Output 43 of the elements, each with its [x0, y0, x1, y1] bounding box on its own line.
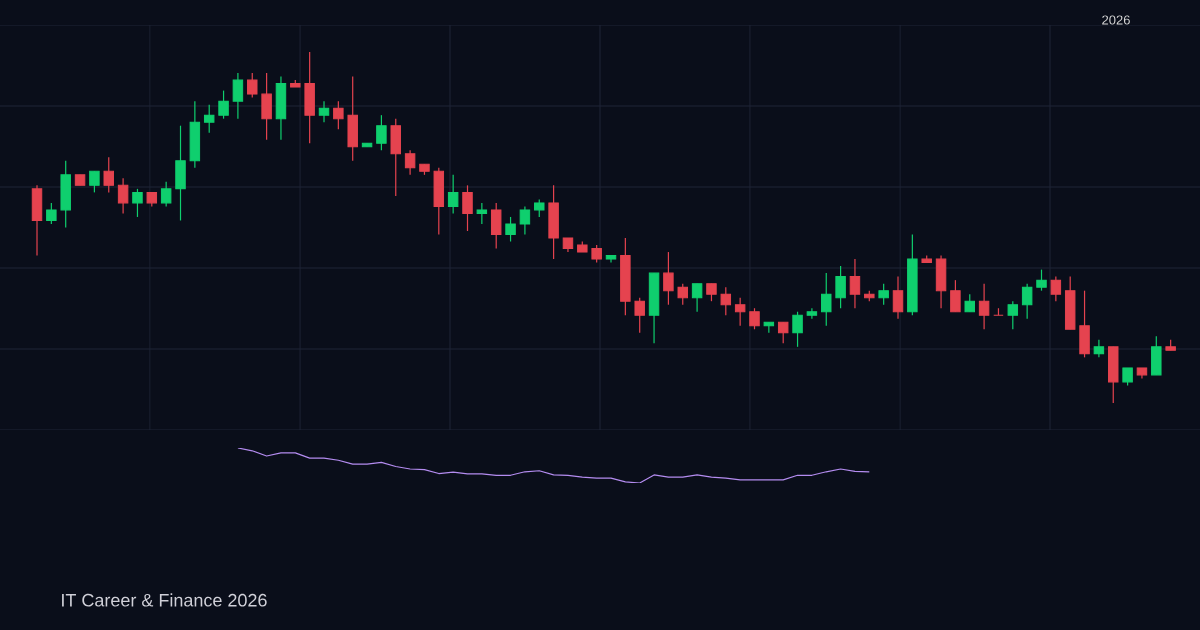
candlestick	[333, 100, 344, 130]
candlestick	[892, 276, 904, 320]
candlestick	[46, 202, 57, 225]
candlestick	[835, 265, 846, 309]
candlestick	[1050, 276, 1062, 302]
candlestick	[634, 297, 645, 334]
candlestick	[777, 321, 789, 344]
candlestick	[218, 89, 229, 120]
candlestick	[720, 286, 732, 316]
candlestick	[247, 72, 258, 99]
candlestick	[89, 170, 100, 193]
candlestick	[663, 251, 674, 306]
candlestick	[203, 104, 215, 134]
candlestick	[677, 283, 688, 306]
candlestick	[318, 100, 330, 123]
candlestick	[404, 149, 416, 176]
candlestick	[792, 311, 803, 348]
candlestick	[821, 272, 832, 327]
candlestick	[806, 307, 818, 320]
candlestick	[232, 72, 244, 120]
text: IT Career & Finance 2026	[62, 593, 267, 607]
candlestick	[505, 216, 516, 243]
candlestick	[376, 114, 387, 151]
candlestick	[691, 283, 703, 313]
candlestick	[160, 181, 172, 208]
candlestick	[476, 202, 488, 225]
candlestick	[519, 205, 531, 236]
candlestick	[734, 297, 746, 327]
candlestick	[132, 188, 143, 218]
candlestick	[978, 283, 990, 330]
candlestick	[749, 307, 760, 330]
text: 2026	[1102, 15, 1130, 25]
candlestick	[950, 279, 961, 313]
candlestick	[103, 156, 114, 193]
candlestick	[462, 184, 473, 232]
candlestick	[117, 177, 129, 215]
candlestick	[1021, 283, 1033, 320]
candlestick	[1007, 300, 1019, 330]
candlestick	[878, 283, 889, 306]
candlestick	[763, 321, 775, 334]
candlestick	[447, 174, 459, 215]
candlestick	[1036, 269, 1047, 292]
candlestick	[849, 258, 861, 309]
